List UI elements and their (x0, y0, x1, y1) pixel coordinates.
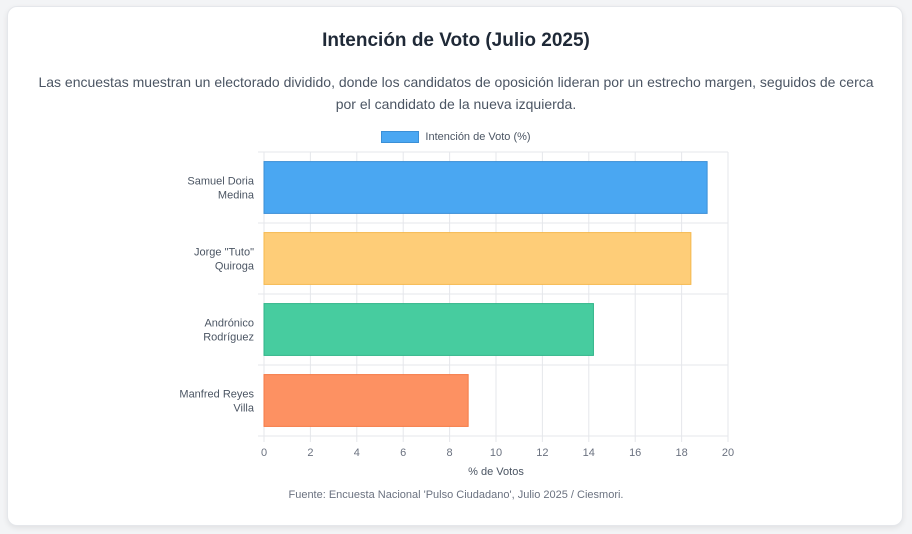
category-labels: Samuel Doria Medina Jorge "Tuto" Quiroga And… (179, 176, 254, 415)
category-label-line: Samuel Doria (187, 176, 255, 188)
category-label-line: Andrónico (204, 318, 254, 330)
chart-title: Intención de Voto (Julio 2025) (322, 30, 590, 51)
category-label: Samuel Doria Medina (187, 176, 255, 202)
category-label: Manfred Reyes Villa (179, 389, 254, 415)
category-label-line: Quiroga (215, 261, 255, 273)
x-tick-label: 16 (629, 447, 641, 459)
chart-subtitle: Las encuestas muestran un electorado div… (38, 74, 874, 112)
x-tick-label: 12 (536, 447, 548, 459)
x-tick-label: 14 (583, 447, 595, 459)
category-label-line: Medina (218, 190, 255, 202)
bars (263, 161, 708, 427)
legend-label: Intención de Voto (%) (425, 131, 531, 143)
x-tick-label: 8 (447, 447, 453, 459)
bar[interactable] (263, 232, 692, 285)
x-tick-label: 6 (400, 447, 406, 459)
chart-legend[interactable]: Intención de Voto (%) (0, 129, 912, 145)
x-tick-label: 0 (261, 447, 267, 459)
x-tick-labels: 0 2 4 6 8 10 12 14 16 18 20 (261, 447, 734, 459)
bar[interactable] (263, 303, 594, 356)
x-tick-label: 10 (490, 447, 502, 459)
bar[interactable] (263, 161, 708, 214)
x-tick-label: 4 (354, 447, 360, 459)
category-label-line: Villa (233, 403, 254, 415)
category-label: Jorge "Tuto" Quiroga (194, 247, 255, 273)
category-label-line: Manfred Reyes (179, 389, 254, 401)
source-note: Fuente: Encuesta Nacional 'Pulso Ciudada… (288, 489, 624, 501)
bar[interactable] (263, 374, 469, 427)
legend-swatch (381, 131, 420, 143)
x-tick-label: 20 (722, 447, 734, 459)
category-label-line: Jorge "Tuto" (194, 247, 254, 259)
category-label: Andrónico Rodríguez (203, 318, 254, 344)
x-tick-label: 18 (675, 447, 687, 459)
x-axis-title: % de Votos (468, 466, 524, 478)
x-tick-label: 2 (307, 447, 313, 459)
grid-lines (258, 151, 729, 442)
category-label-line: Rodríguez (203, 332, 254, 344)
